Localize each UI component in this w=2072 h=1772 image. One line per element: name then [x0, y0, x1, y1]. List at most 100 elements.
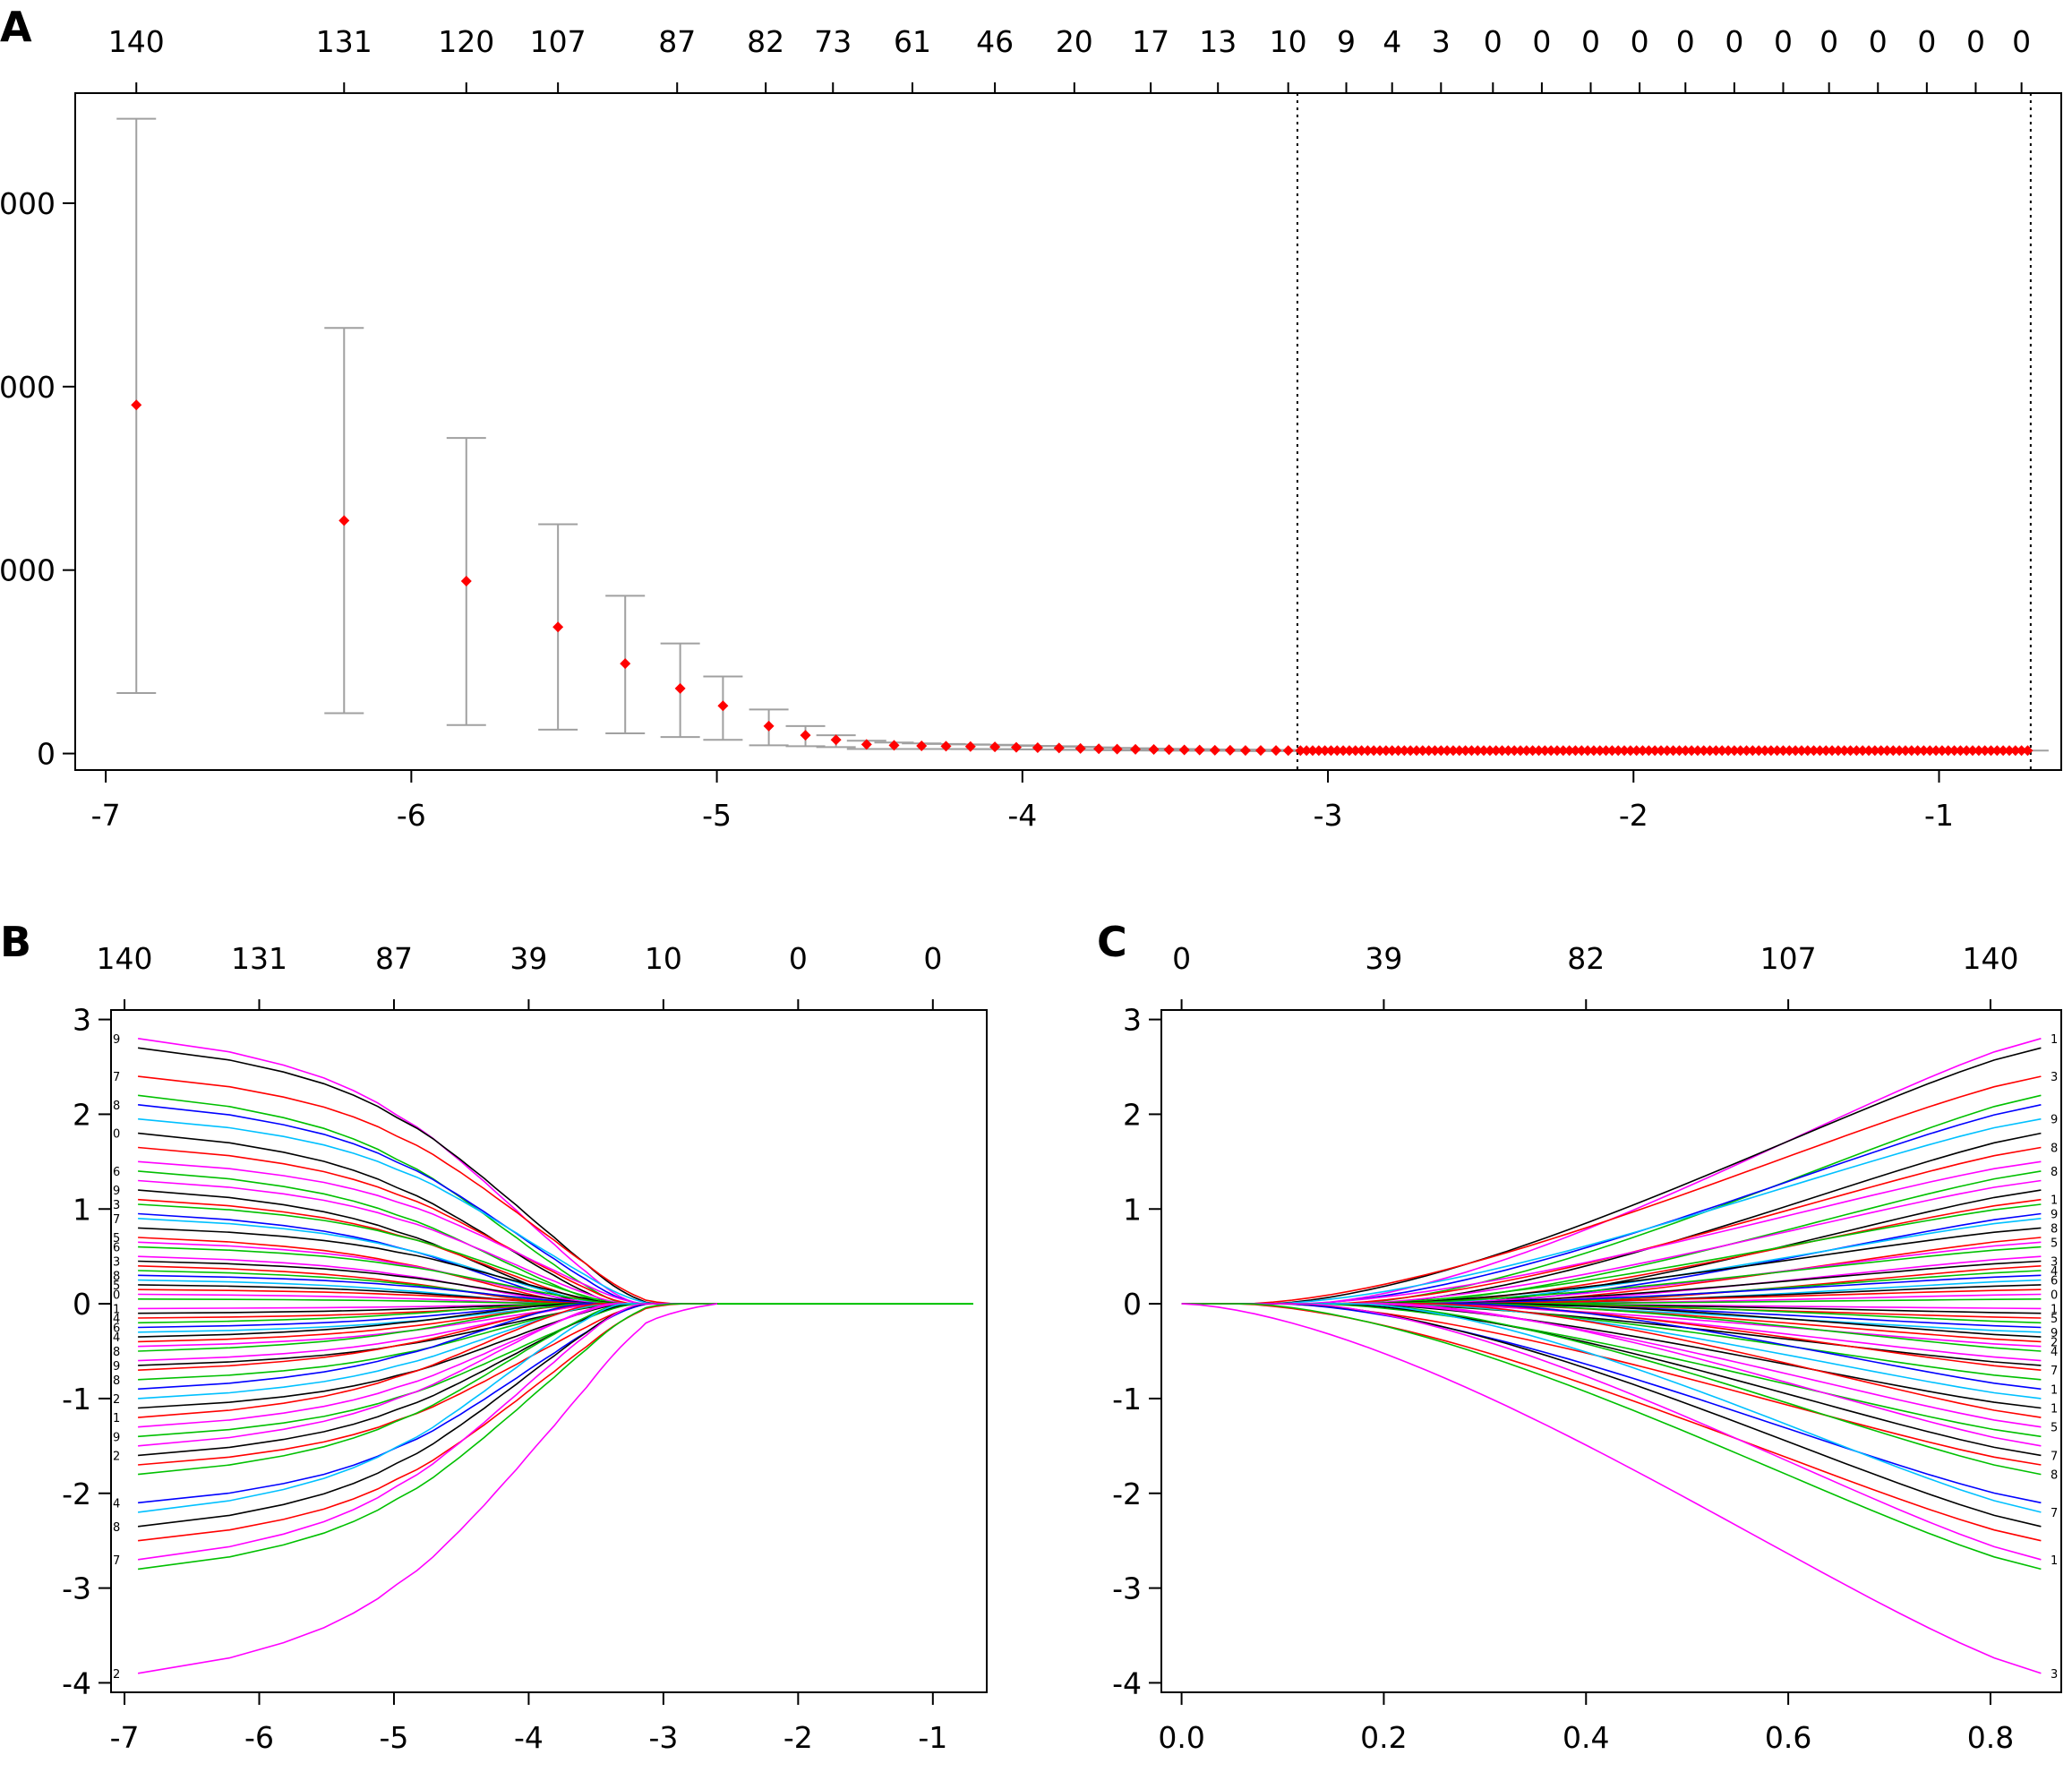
- a-data-point: [1271, 745, 1282, 757]
- a-data-point: [2022, 745, 2033, 757]
- c-top-label: 82: [1567, 941, 1605, 976]
- a-data-point: [1851, 745, 1862, 757]
- a-data-point: [1306, 745, 1318, 757]
- a-data-point: [1881, 745, 1893, 757]
- a-data-point: [1905, 745, 1917, 757]
- a-data-point: [1924, 745, 1936, 757]
- b-xtick-label: -1: [918, 1720, 947, 1755]
- b-coefficient-path: [138, 1132, 718, 1305]
- a-data-point: [1918, 745, 1930, 757]
- a-ytick-label: 2000: [0, 370, 56, 405]
- a-data-point: [1619, 745, 1631, 757]
- c-coefficient-label: 0: [2051, 1289, 2058, 1303]
- a-data-point: [1338, 745, 1349, 757]
- b-coefficient-label: 9: [113, 1431, 120, 1444]
- a-top-label: 10: [1270, 24, 1307, 59]
- b-coefficient-label: 9: [113, 1360, 120, 1374]
- a-data-point: [1931, 745, 1942, 757]
- a-data-point: [1655, 745, 1666, 757]
- b-xtick-label: -6: [244, 1720, 274, 1755]
- a-data-point: [1643, 745, 1655, 757]
- a-data-point: [1466, 745, 1477, 757]
- a-data-point: [1032, 742, 1043, 754]
- a-top-label: 46: [976, 24, 1014, 59]
- a-data-point: [1832, 745, 1844, 757]
- b-xtick-label: -4: [514, 1720, 544, 1755]
- a-data-point: [1863, 745, 1875, 757]
- a-data-point: [1490, 745, 1502, 757]
- a-data-point: [1710, 745, 1722, 757]
- a-data-point: [1075, 742, 1086, 754]
- c-coefficient-label: 3: [2051, 1668, 2058, 1682]
- a-data-point: [1224, 744, 1236, 756]
- a-xtick-label: -3: [1314, 798, 1343, 833]
- a-top-label: 0: [1966, 24, 1985, 59]
- a-data-point: [1343, 745, 1355, 757]
- a-data-point: [1539, 745, 1551, 757]
- a-data-point: [1723, 745, 1734, 757]
- a-data-point: [1967, 745, 1979, 757]
- a-top-label: 20: [1056, 24, 1093, 59]
- a-data-point: [1478, 745, 1490, 757]
- a-data-point: [552, 621, 564, 633]
- b-coefficient-path: [137, 1303, 718, 1571]
- a-data-point: [1979, 745, 1991, 757]
- a-top-label: 0: [1819, 24, 1838, 59]
- a-top-label: 3: [1432, 24, 1451, 59]
- c-coefficient-path: [1181, 1160, 2042, 1305]
- b-xtick-label: -5: [380, 1720, 409, 1755]
- a-top-label: 61: [894, 24, 931, 59]
- c-coefficient-path: [1181, 1047, 2042, 1305]
- a-data-point: [1869, 745, 1880, 757]
- a-data-point: [1582, 745, 1594, 757]
- c-top-label: 39: [1365, 941, 1402, 976]
- b-top-label: 131: [231, 941, 287, 976]
- a-plot-frame: [74, 92, 2062, 771]
- a-data-point: [1447, 745, 1459, 757]
- a-data-point: [1239, 745, 1251, 757]
- a-data-point: [1576, 745, 1588, 757]
- c-ytick-label: -1: [1112, 1382, 1142, 1417]
- a-data-point: [1795, 745, 1807, 757]
- a-data-point: [1875, 745, 1887, 757]
- a-data-point: [131, 399, 142, 411]
- a-data-point: [1453, 745, 1465, 757]
- b-coefficient-label: 2: [113, 1668, 120, 1682]
- a-data-point: [1515, 745, 1527, 757]
- a-data-point: [1053, 742, 1065, 754]
- a-data-point: [1374, 745, 1386, 757]
- a-data-point: [860, 739, 872, 750]
- b-coefficient-label: 6: [113, 1242, 120, 1255]
- c-coefficient-label: 3: [2051, 1255, 2058, 1269]
- c-coefficient-path: [1181, 1303, 2042, 1476]
- a-data-point: [1417, 745, 1428, 757]
- c-plot-frame: [1160, 1009, 2062, 1693]
- a-data-point: [1777, 745, 1789, 757]
- a-data-point: [1496, 745, 1508, 757]
- a-data-point: [1356, 745, 1367, 757]
- a-data-point: [1942, 745, 1954, 757]
- a-data-point: [1680, 745, 1691, 757]
- a-data-point: [1899, 745, 1911, 757]
- a-data-point: [1380, 745, 1391, 757]
- a-data-point: [2009, 745, 2021, 757]
- b-coefficient-label: 9: [113, 1185, 120, 1198]
- c-coefficient-path: [1181, 1303, 2042, 1561]
- c-coefficient-label: 5: [2051, 1313, 2058, 1326]
- a-xtick-label: -2: [1619, 798, 1648, 833]
- panel-label-a: A: [0, 3, 32, 51]
- a-data-point: [1631, 745, 1642, 757]
- a-data-point: [940, 740, 952, 752]
- a-data-point: [1790, 745, 1802, 757]
- a-data-point: [1606, 745, 1618, 757]
- a-data-point: [1674, 745, 1685, 757]
- c-coefficient-label: 5: [2051, 1237, 2058, 1250]
- b-ytick-label: 1: [73, 1192, 91, 1227]
- a-data-point: [1667, 745, 1679, 757]
- a-data-point: [1429, 745, 1441, 757]
- c-coefficient-label: 9: [2051, 1209, 2058, 1222]
- c-coefficient-label: 1: [2051, 1303, 2058, 1316]
- b-coefficient-label: 8: [113, 1521, 120, 1535]
